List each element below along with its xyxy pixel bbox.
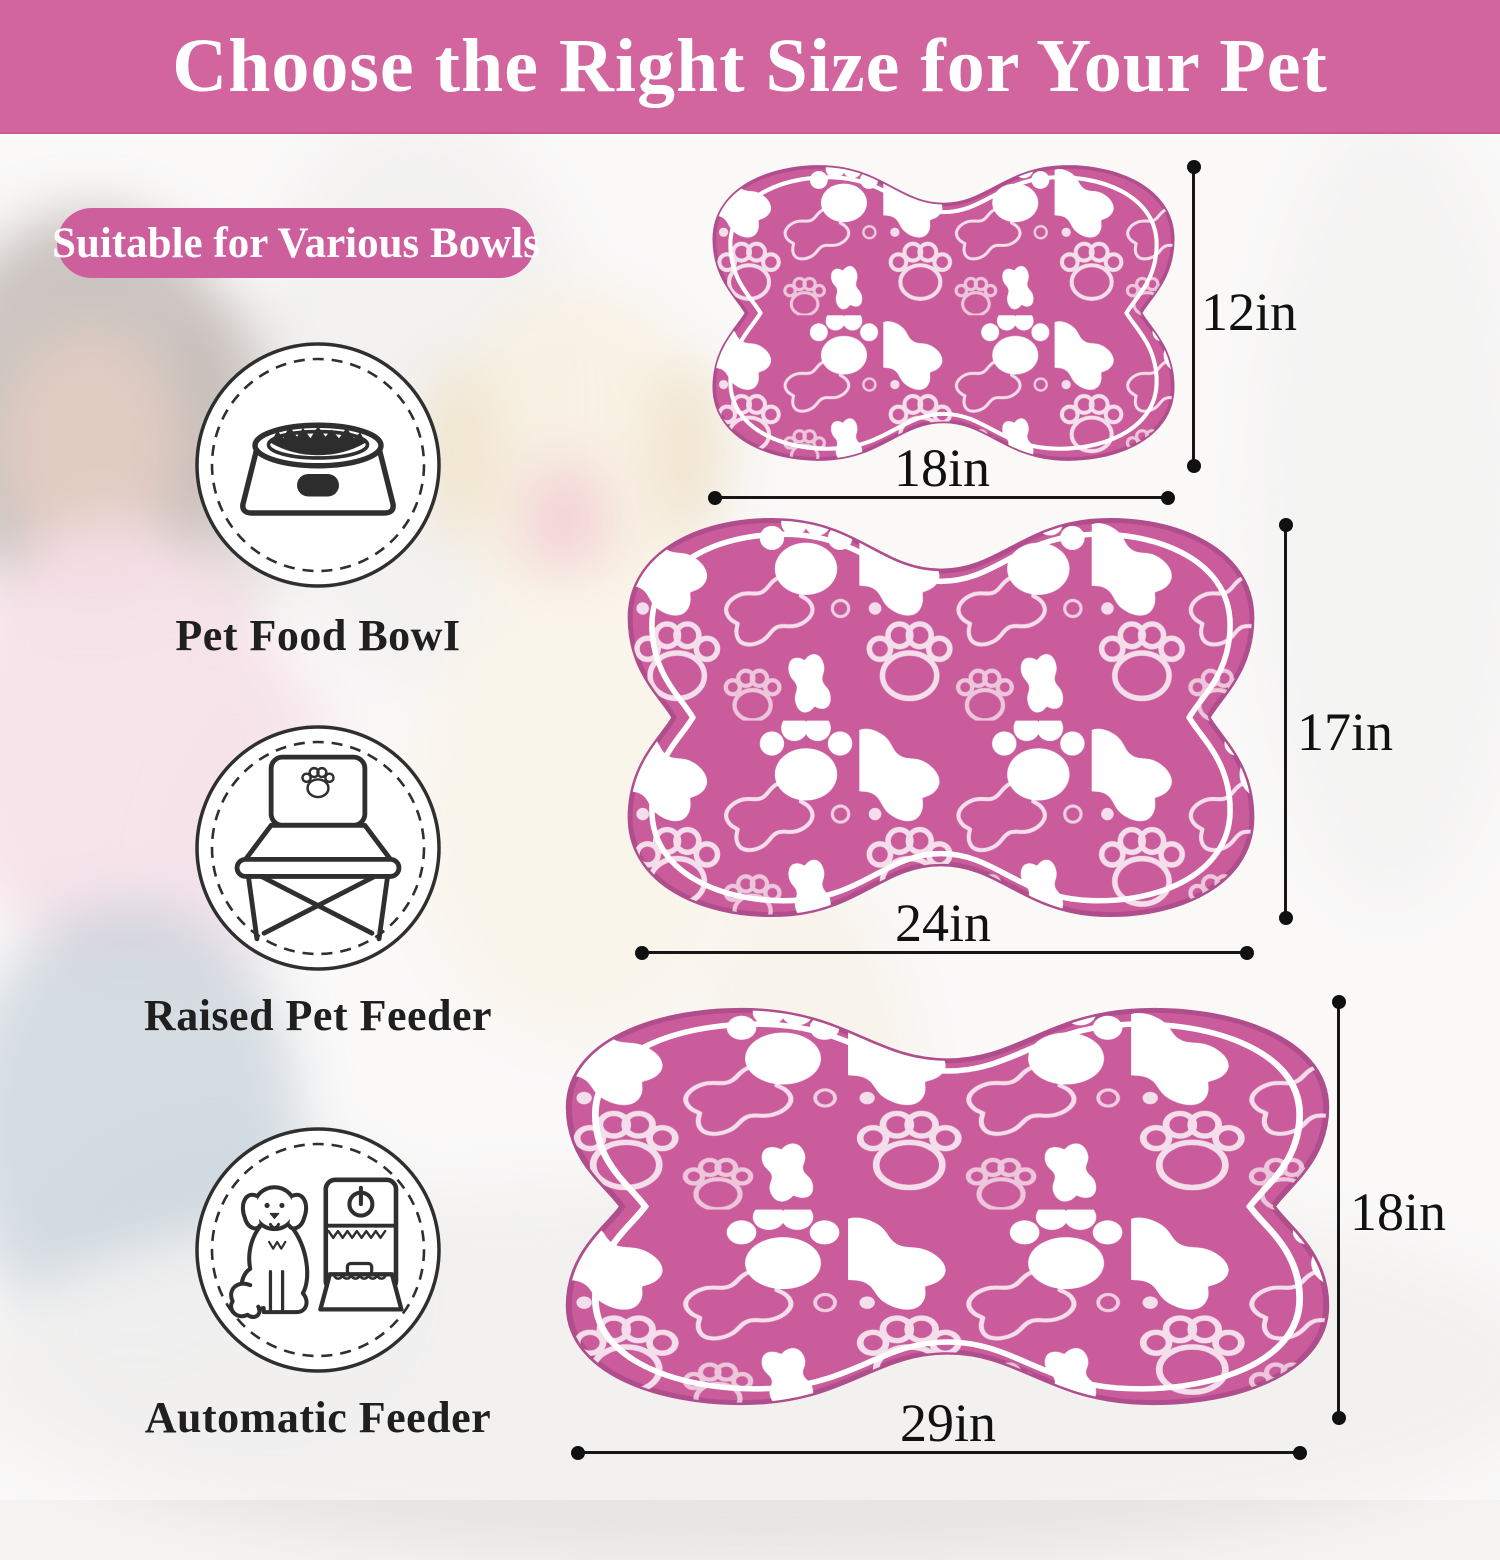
- dimension-label-medium-width: 24in: [894, 893, 992, 953]
- dimension-label-small-width: 18in: [893, 438, 991, 498]
- mat-medium: [627, 515, 1255, 920]
- dimension-line-small-width: [708, 490, 1175, 505]
- dimension-line-small-height: [1186, 160, 1201, 473]
- dimension-endpoint-dot: [1331, 995, 1346, 1009]
- dimension-endpoint-dot: [1278, 518, 1293, 532]
- dimension-endpoint-dot: [1293, 1445, 1307, 1460]
- background-wall-right: [1260, 120, 1500, 900]
- raised-pet-feeder-icon: [195, 725, 441, 971]
- dimension-endpoint-dot: [571, 1445, 585, 1460]
- mat-large: [565, 1005, 1330, 1408]
- bowl-type-label-pet-food-bowl: Pet Food BowI: [175, 611, 461, 660]
- dimension-line-large-width: [571, 1445, 1307, 1460]
- page-title: Choose the Right Size for Your Pet: [172, 23, 1328, 108]
- header-banner: Choose the Right Size for Your Pet: [0, 0, 1500, 134]
- dimension-endpoint-dot: [1186, 459, 1201, 473]
- bowl-type-automatic-feeder: [193, 1125, 443, 1375]
- dimension-line-medium-width: [635, 945, 1254, 960]
- bowl-type-raised-pet-feeder: [193, 723, 443, 973]
- dimension-label-large-width: 29in: [899, 1393, 997, 1453]
- pet-food-bowl-icon: [195, 342, 441, 588]
- dimension-endpoint-dot: [1161, 490, 1175, 505]
- dimension-endpoint-dot: [1278, 911, 1293, 925]
- mat-small: [712, 165, 1175, 461]
- dimension-endpoint-dot: [708, 490, 722, 505]
- bowl-type-label-raised-pet-feeder: Raised Pet Feeder: [143, 991, 493, 1040]
- dog-tongue: [520, 460, 610, 580]
- dimension-label-large-height: 18in: [1349, 1182, 1447, 1242]
- bowl-type-label-automatic-feeder: Automatic Feeder: [144, 1393, 492, 1442]
- dimension-line-medium-height: [1278, 518, 1293, 925]
- dimension-endpoint-dot: [1240, 945, 1254, 960]
- dimension-label-medium-height: 17in: [1296, 702, 1394, 762]
- dimension-endpoint-dot: [1331, 1411, 1346, 1425]
- bowl-type-pet-food-bowl: [193, 340, 443, 590]
- dimension-line-large-height: [1331, 995, 1346, 1425]
- dimension-endpoint-dot: [635, 945, 649, 960]
- dimension-label-small-height: 12in: [1200, 282, 1298, 342]
- dimension-endpoint-dot: [1186, 160, 1201, 174]
- suitability-badge: Suitable for Various Bowls: [52, 208, 540, 278]
- suitability-badge-label: Suitable for Various Bowls: [52, 219, 540, 267]
- automatic-feeder-icon: [195, 1127, 441, 1373]
